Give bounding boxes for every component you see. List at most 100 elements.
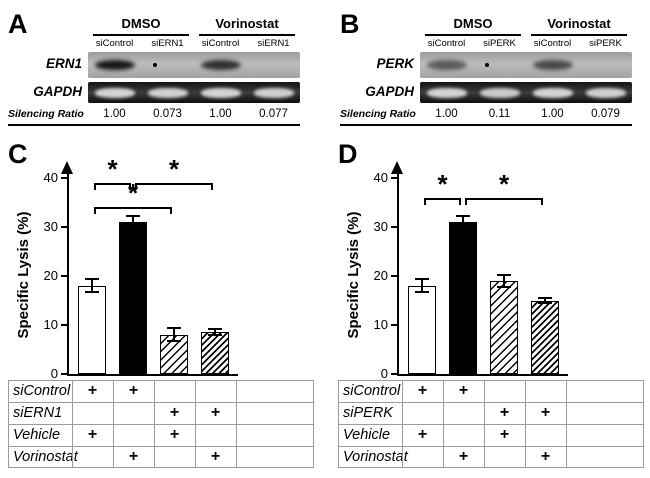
condition-cell: + <box>401 380 443 402</box>
condition-cell: + <box>112 446 154 468</box>
condition-cell: + <box>112 380 154 402</box>
blot-band <box>253 87 294 98</box>
condition-cell-filler <box>565 402 644 424</box>
y-axis <box>67 174 69 374</box>
treatment-group-underline <box>531 34 627 36</box>
panel-d-chart: 0 10 20 30 40 Specific Lysis (%) * * siControl + +… <box>338 140 646 474</box>
blot-row-label: PERK <box>376 56 414 71</box>
condition-cell-filler <box>565 380 644 402</box>
silencing-ratio-value: 1.00 <box>103 108 126 120</box>
y-axis-label: Specific Lysis (%) <box>15 211 32 339</box>
blot-band <box>94 87 135 98</box>
error-bar-cap <box>415 291 429 294</box>
error-bar-cap <box>456 214 470 217</box>
error-bar-cap <box>208 328 222 331</box>
error-bar-line <box>91 278 93 294</box>
y-axis-arrow <box>61 161 73 174</box>
blot-band <box>200 60 241 70</box>
condition-cell: + <box>153 402 195 424</box>
blot-image-perk <box>420 52 632 78</box>
error-bar-cap <box>126 227 140 230</box>
condition-row-label: Vorinostat <box>338 446 408 468</box>
significance-bracket <box>94 182 131 190</box>
y-tick-label: 40 <box>373 170 388 185</box>
error-bar-cap <box>497 273 511 276</box>
lane-label: siControl <box>95 38 134 49</box>
lane-label: siControl <box>533 38 572 49</box>
condition-cell: + <box>194 402 236 424</box>
error-bar-line <box>214 328 216 337</box>
panel-a-label: A <box>8 9 28 39</box>
condition-row-label: Vehicle <box>8 424 72 446</box>
panel-c-chart: 0 10 20 30 40 Specific Lysis (%) * * * siControl +… <box>8 140 320 474</box>
treatment-group-underline <box>425 34 521 36</box>
silencing-ratio-label: Silencing Ratio <box>8 108 84 120</box>
condition-cell-filler <box>565 446 644 468</box>
condition-cell: + <box>194 446 236 468</box>
condition-row-label: siERN1 <box>8 402 72 424</box>
ratio-underline <box>340 124 632 126</box>
panel-a: A DMSO Vorinostat siControl siERN1 siControl… <box>8 10 308 134</box>
blot-image-gapdh <box>88 82 300 103</box>
y-axis <box>397 174 399 374</box>
blot-speck <box>485 63 489 67</box>
y-tick-label: 0 <box>50 366 58 381</box>
blot-band <box>147 87 188 98</box>
condition-cell: + <box>71 380 113 402</box>
lane-label: siControl <box>427 38 466 49</box>
blot-speck <box>153 63 157 67</box>
blot-row-label: GAPDH <box>33 83 82 99</box>
blot-band <box>585 87 626 98</box>
condition-cell-filler <box>235 424 314 446</box>
condition-cell <box>442 424 484 446</box>
silencing-ratio-value: 1.00 <box>541 108 564 120</box>
y-tick-label: 30 <box>373 219 388 234</box>
silencing-ratio-value: 0.11 <box>488 108 511 120</box>
condition-cell <box>153 446 195 468</box>
ratio-underline <box>8 124 300 126</box>
condition-cell <box>401 402 443 424</box>
significance-bracket <box>424 197 461 205</box>
x-axis <box>397 374 568 376</box>
lane-label: siPERK <box>589 38 622 49</box>
significance-star: * <box>127 178 139 209</box>
condition-cell <box>401 446 443 468</box>
bar <box>201 332 229 374</box>
significance-star: * <box>437 168 448 199</box>
significance-star: * <box>498 168 510 199</box>
y-tick <box>391 324 398 326</box>
bar <box>160 334 188 374</box>
y-tick <box>61 324 68 326</box>
condition-cell: + <box>524 446 566 468</box>
treatment-group-label: DMSO <box>121 16 161 31</box>
significance-bracket <box>465 197 543 205</box>
error-bar-line <box>132 214 134 230</box>
bar <box>408 285 436 374</box>
condition-row-label: siControl <box>8 380 72 402</box>
panel-a-blot: DMSO Vorinostat siControl siERN1 siControl si… <box>8 10 308 134</box>
y-tick <box>61 226 68 228</box>
panel-d-label: D <box>338 139 358 169</box>
y-tick-label: 30 <box>43 219 58 234</box>
condition-cell <box>71 446 113 468</box>
y-axis-label: Specific Lysis (%) <box>345 211 362 339</box>
error-bar-cap <box>85 278 99 281</box>
condition-row-label: Vorinostat <box>8 446 78 468</box>
condition-cell <box>153 380 195 402</box>
blot-band <box>426 87 467 98</box>
treatment-group-underline <box>93 34 189 36</box>
bar <box>78 285 106 374</box>
condition-cell: + <box>71 424 113 446</box>
treatment-group-label: DMSO <box>453 16 493 31</box>
error-bar-cap <box>167 327 181 330</box>
blot-band <box>200 87 241 98</box>
error-bar-cap <box>167 340 181 343</box>
silencing-ratio-value: 1.00 <box>209 108 232 120</box>
error-bar-cap <box>538 302 552 305</box>
y-tick-label: 20 <box>373 268 388 283</box>
panel-d: D 0 10 20 30 40 Specific Lysis (%) * * siControl… <box>338 140 646 474</box>
condition-cell <box>524 380 566 402</box>
silencing-ratio-value: 0.073 <box>153 108 182 120</box>
error-bar-cap <box>497 286 511 289</box>
